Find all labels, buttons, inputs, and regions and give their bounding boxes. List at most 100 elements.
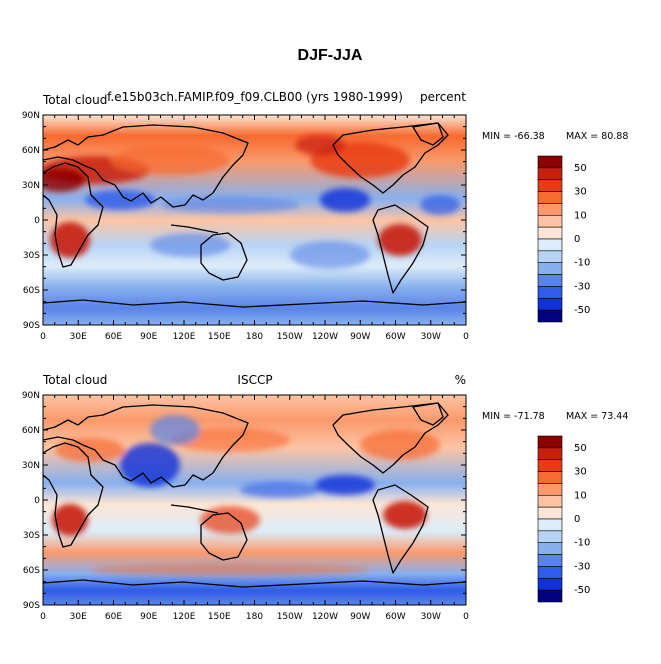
colorbar-2: 50 30 10 0 -10 -30 -50 (537, 435, 590, 603)
colorbar-swatch (537, 518, 563, 532)
lon-tick-label: 150W (277, 332, 303, 342)
colorbar-swatch (537, 191, 563, 204)
panel-1-max: MAX = 80.88 (566, 131, 628, 142)
lat-tick-label: 30N (22, 461, 40, 471)
lon-tick-label: 0 (40, 332, 46, 342)
colorbar-label: 50 (574, 163, 587, 174)
colorbar-label: -10 (574, 258, 590, 269)
lon-tick-label: 60E (105, 332, 122, 342)
lat-tick-label: 90S (23, 321, 40, 331)
lat-tick-label: 60N (22, 146, 40, 156)
lon-tick-label: 30W (421, 332, 441, 342)
map-panel-2: 90N 60N 30N 0 30S 60S 90S 0 30E 60E 90E 120E 150E 18… (22, 373, 629, 622)
lon-tick-label: 0 (463, 332, 469, 342)
lat-tick-label: 30S (23, 531, 40, 541)
colorbar-swatch (537, 471, 563, 484)
colorbar-swatch (537, 250, 563, 264)
colorbar-swatch (537, 179, 563, 192)
lat-tick-label: 30N (22, 181, 40, 191)
colorbar-label: -10 (574, 538, 590, 549)
colorbar-label: 50 (574, 443, 587, 454)
lon-tick-label: 150E (208, 612, 231, 622)
lon-tick-label: 150W (277, 612, 303, 622)
colorbar-swatch (537, 297, 563, 311)
colorbar-swatch (537, 214, 563, 228)
lon-tick-label: 120E (173, 332, 196, 342)
colorbar-label: 0 (574, 234, 580, 245)
panel-1-right-label: percent (420, 90, 466, 104)
lat-tick-label: 30S (23, 251, 40, 261)
panel-2-min: MIN = -71.78 (482, 411, 545, 422)
colorbar-label: 10 (574, 210, 587, 221)
lon-tick-label: 60E (105, 612, 122, 622)
colorbar-swatch (537, 447, 563, 461)
colorbar-swatch (537, 542, 563, 555)
lat-tick-label: 0 (34, 216, 40, 226)
map-panel-1: 90N 60N 30N 0 30S 60S 90S 0 30E 60E 90E 120E 150E 18… (22, 90, 629, 342)
colorbar-swatch (537, 483, 563, 496)
page-title: DJF-JJA (298, 47, 363, 64)
lon-tick-label: 180 (246, 612, 263, 622)
lon-tick-label: 0 (40, 612, 46, 622)
colorbar-swatch (537, 589, 563, 603)
colorbar-swatch (537, 167, 563, 181)
lon-tick-label: 30E (70, 612, 87, 622)
colorbar-swatch (537, 554, 563, 567)
colorbar-swatch (537, 506, 563, 520)
panel-2-left-label: Total cloud (42, 373, 107, 387)
lat-tick-label: 0 (34, 496, 40, 506)
lat-tick-label: 90N (22, 111, 40, 121)
colorbar-swatch (537, 435, 563, 449)
colorbar-label: -30 (574, 281, 590, 292)
lon-tick-label: 0 (463, 612, 469, 622)
panel-1-left-label: Total cloud (42, 93, 107, 107)
map-2-ticks (42, 394, 467, 606)
colorbar-swatch (537, 262, 563, 275)
lon-tick-label: 120W (312, 612, 338, 622)
colorbar-swatch (537, 226, 563, 240)
colorbar-label: 0 (574, 514, 580, 525)
lon-tick-label: 30E (70, 332, 87, 342)
lon-tick-label: 60W (385, 612, 405, 622)
colorbar-swatch (537, 577, 563, 591)
map-2-lon-labels: 0 30E 60E 90E 120E 150E 180 150W 120W 90W 60W 30W 0 (40, 612, 469, 622)
lat-tick-label: 60S (23, 286, 40, 296)
lat-tick-label: 90S (23, 601, 40, 611)
colorbar-label: -30 (574, 561, 590, 572)
colorbar-label: -50 (574, 305, 590, 316)
colorbar-1: 50 30 10 0 -10 -30 -50 (537, 155, 590, 323)
lon-tick-label: 120W (312, 332, 338, 342)
colorbar-swatch (537, 566, 563, 579)
map-1-field (43, 115, 466, 325)
lon-tick-label: 60W (385, 332, 405, 342)
map-1-ticks (42, 114, 467, 326)
colorbar-swatch (537, 309, 563, 323)
panel-1-min: MIN = -66.38 (482, 131, 545, 142)
lon-tick-label: 180 (246, 332, 263, 342)
colorbar-label: -50 (574, 585, 590, 596)
lon-tick-label: 120E (173, 612, 196, 622)
colorbar-swatch (537, 203, 563, 216)
colorbar-swatch (537, 494, 563, 508)
lon-tick-label: 90W (350, 612, 370, 622)
lat-tick-label: 60S (23, 566, 40, 576)
colorbar-label: 30 (574, 187, 587, 198)
colorbar-swatch (537, 238, 563, 252)
panel-2-center-label: ISCCP (237, 373, 272, 387)
colorbar-swatch (537, 530, 563, 544)
lon-tick-label: 150E (208, 332, 231, 342)
panel-1-center-label: f.e15b03ch.FAMIP.f09_f09.CLB00 (yrs 1980… (107, 90, 403, 104)
map-2-anomaly-blobs (52, 415, 440, 576)
map-1-lon-labels: 0 30E 60E 90E 120E 150E 180 150W 120W 90W 60W 30W 0 (40, 332, 469, 342)
lon-tick-label: 90E (140, 332, 157, 342)
panel-2-max: MAX = 73.44 (566, 411, 628, 422)
panel-2-right-label: % (455, 373, 466, 387)
lon-tick-label: 90E (140, 612, 157, 622)
lon-tick-label: 90W (350, 332, 370, 342)
lat-tick-label: 60N (22, 426, 40, 436)
lat-tick-label: 90N (22, 391, 40, 401)
map-1-lat-labels: 90N 60N 30N 0 30S 60S 90S (22, 111, 40, 331)
colorbar-label: 10 (574, 490, 587, 501)
colorbar-swatch (537, 286, 563, 299)
map-2-lat-labels: 90N 60N 30N 0 30S 60S 90S (22, 391, 40, 611)
